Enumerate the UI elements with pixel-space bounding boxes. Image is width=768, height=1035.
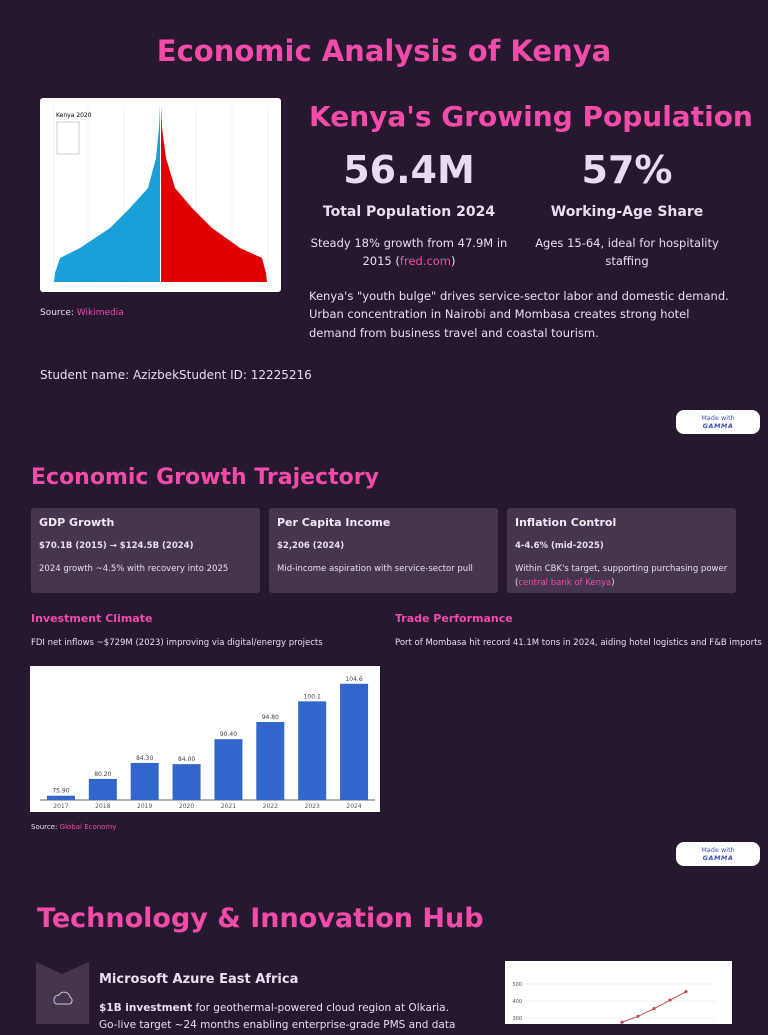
value-label: 90.40 bbox=[220, 731, 237, 738]
icon-ribbon bbox=[36, 962, 89, 1024]
badge-brand: GAMMA bbox=[702, 422, 734, 430]
card-title: GDP Growth bbox=[39, 516, 115, 529]
paragraph: Kenya's "youth bulge" drives service-sec… bbox=[309, 289, 729, 340]
y-tick-label: 500 bbox=[512, 982, 522, 988]
student: Student name: AzizbekStudent ID: 1222521… bbox=[40, 368, 312, 382]
badge-text: Made with bbox=[701, 414, 735, 422]
card-figure: $70.1B (2015) → $124.5B (2024) bbox=[39, 541, 194, 551]
sub-title: Trade Performance bbox=[395, 612, 513, 625]
bar bbox=[130, 762, 159, 800]
sub-text: Port of Mombasa hit record 41.1M tons in… bbox=[395, 638, 762, 648]
value-label: 100.1 bbox=[304, 693, 321, 700]
line-chart: 300 400 500 bbox=[505, 961, 732, 1024]
card-note: Within CBK's target, supporting purchasi… bbox=[515, 563, 728, 590]
stat-value: 57% bbox=[581, 148, 673, 192]
x-tick-label: 2019 bbox=[137, 803, 152, 810]
source: Source: Wikimedia bbox=[40, 308, 124, 318]
stat: 57% Working-Age Share Ages 15-64, ideal … bbox=[527, 148, 727, 271]
source: Source: Global Economy bbox=[31, 823, 116, 831]
value-label: 80.20 bbox=[94, 771, 111, 778]
slide-title: Economic Analysis of Kenya bbox=[156, 34, 612, 68]
bar bbox=[214, 739, 243, 800]
point bbox=[620, 1020, 624, 1024]
card: Inflation Control 4-4.6% (mid-2025) Within… bbox=[507, 508, 736, 593]
bar bbox=[256, 722, 285, 800]
bar bbox=[88, 778, 117, 800]
note-text: 2024 growth ~4.5% with recovery into 202… bbox=[39, 564, 229, 574]
note-text: Mid-income aspiration with service-secto… bbox=[277, 564, 473, 574]
badge[interactable]: Made with GAMMA bbox=[676, 842, 760, 866]
stat-label: Working-Age Share bbox=[550, 204, 704, 220]
point bbox=[684, 990, 688, 994]
stat-desc: Ages 15-64, ideal for hospitality staffi… bbox=[535, 236, 719, 269]
bar bbox=[298, 701, 327, 800]
card-note: 2024 growth ~4.5% with recovery into 202… bbox=[39, 563, 252, 577]
figure-title: Kenya 2020 bbox=[56, 112, 92, 119]
x-tick-label: 2018 bbox=[95, 803, 110, 810]
card-title: Per Capita Income bbox=[277, 516, 391, 529]
slide-title: Technology & Innovation Hub bbox=[37, 903, 484, 934]
value-label: 75.90 bbox=[52, 788, 69, 795]
badge-brand: GAMMA bbox=[702, 854, 734, 862]
sub-title: Investment Climate bbox=[31, 612, 153, 625]
card-text: $1B investment for geothermal-powered cl… bbox=[99, 1000, 469, 1035]
card: Per Capita Income $2,206 (2024) Mid-income… bbox=[269, 508, 498, 593]
stat-value: 56.4M bbox=[343, 148, 475, 192]
card-figure: $2,206 (2024) bbox=[277, 541, 345, 551]
badge[interactable]: Made with GAMMA bbox=[676, 410, 760, 434]
x-tick-label: 2020 bbox=[179, 803, 194, 810]
desc-text: Steady 18% growth from 47.9M in 2015 ( bbox=[310, 236, 508, 269]
stat: 56.4M Total Population 2024 Steady 18% g… bbox=[309, 148, 509, 271]
stat-desc: Steady 18% growth from 47.9M in 2015 (fr… bbox=[309, 234, 509, 271]
bar-chart: 75.90 2017 80.20 2018 84.30 2019 84.00 2020 90.4… bbox=[30, 666, 380, 812]
source-link[interactable]: Global Economy bbox=[59, 823, 117, 831]
card-figure: 4-4.6% (mid-2025) bbox=[515, 541, 604, 551]
bar bbox=[172, 764, 201, 800]
card-title: Inflation Control bbox=[515, 516, 617, 529]
card-bold: $1B investment bbox=[99, 1002, 193, 1014]
note-text: Within CBK's target, supporting purchasi… bbox=[515, 564, 728, 588]
x-tick-label: 2021 bbox=[221, 803, 236, 810]
stat-label: Total Population 2024 bbox=[322, 204, 496, 220]
value-label: 84.00 bbox=[178, 756, 195, 763]
card: GDP Growth $70.1B (2015) → $124.5B (2024)… bbox=[31, 508, 260, 593]
value-label: 104.6 bbox=[345, 676, 362, 683]
card-title: Microsoft Azure East Africa bbox=[99, 972, 299, 987]
population-pyramid: Kenya 2020 bbox=[40, 98, 281, 292]
x-tick-label: 2023 bbox=[305, 803, 320, 810]
x-tick-label: 2024 bbox=[346, 803, 361, 810]
link[interactable]: fred.com bbox=[399, 254, 452, 269]
x-tick-label: 2022 bbox=[263, 803, 278, 810]
sub-text: FDI net inflows ~$729M (2023) improving … bbox=[31, 638, 323, 648]
value-label: 94.80 bbox=[262, 714, 279, 721]
point bbox=[652, 1007, 656, 1011]
y-tick-label: 300 bbox=[512, 1016, 522, 1022]
note-link[interactable]: central bank of Kenya bbox=[518, 577, 612, 588]
source-label: Source: bbox=[40, 308, 74, 318]
point bbox=[668, 998, 672, 1002]
value-label: 84.30 bbox=[136, 755, 153, 762]
note-end: ) bbox=[611, 577, 615, 588]
x-tick-label: 2017 bbox=[53, 803, 68, 810]
source-label: Source: bbox=[31, 823, 58, 831]
point bbox=[636, 1014, 640, 1018]
bar bbox=[46, 795, 75, 800]
card-note: Mid-income aspiration with service-secto… bbox=[277, 563, 490, 577]
section-heading: Kenya's Growing Population bbox=[309, 100, 753, 133]
y-tick-label: 400 bbox=[512, 999, 522, 1005]
slide-title: Economic Growth Trajectory bbox=[31, 465, 379, 490]
bar bbox=[340, 683, 369, 800]
source-link[interactable]: Wikimedia bbox=[76, 308, 124, 318]
badge-text: Made with bbox=[701, 846, 735, 854]
desc-end: ) bbox=[451, 254, 456, 269]
